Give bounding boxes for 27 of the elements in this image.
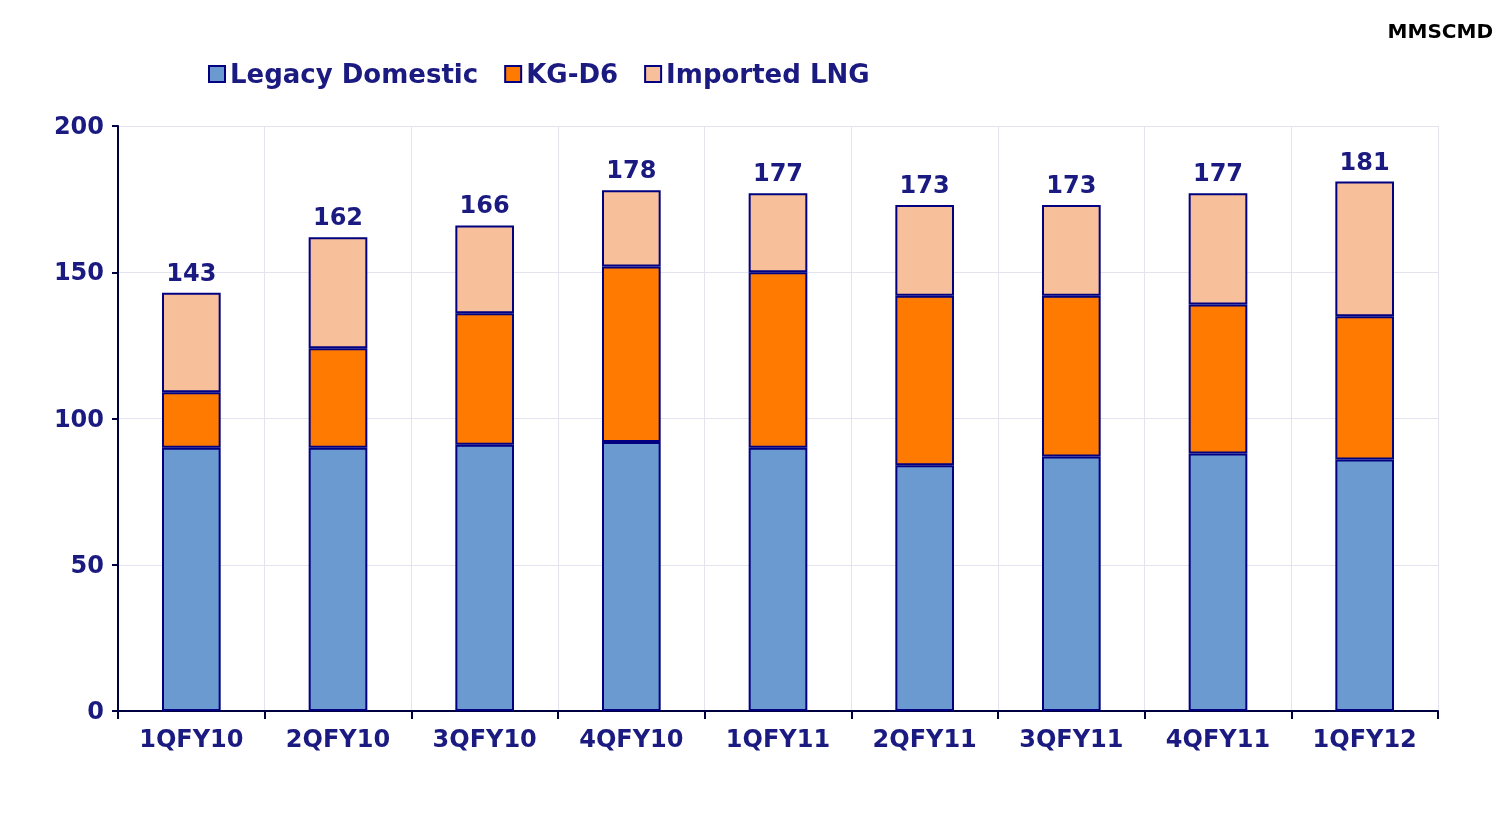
- x-tick-label: 4QFY11: [1165, 725, 1271, 753]
- x-tick-label: 4QFY10: [579, 725, 684, 753]
- total-label: 166: [459, 191, 510, 220]
- y-tick-label: 0: [87, 697, 104, 725]
- x-tick-label: 1QFY12: [1312, 725, 1417, 753]
- legend-label: KG-D6: [526, 59, 619, 89]
- total-label: 162: [312, 203, 364, 232]
- x-tick-label: 3QFY11: [1019, 725, 1124, 753]
- total-label: 143: [166, 258, 217, 287]
- y-tick-label: 200: [53, 112, 104, 140]
- x-tick-label: 2QFY10: [285, 725, 391, 753]
- total-label: 178: [606, 156, 657, 185]
- y-axis-title: MMSCMD: [1387, 19, 1493, 43]
- x-tick-label: 1QFY11: [725, 725, 831, 753]
- total-label: 177: [752, 159, 804, 188]
- y-tick-label: 50: [70, 550, 104, 579]
- legend-label: Imported LNG: [666, 59, 870, 89]
- total-label: 181: [1339, 147, 1390, 176]
- total-label: 173: [1046, 170, 1097, 199]
- legend-label: Legacy Domestic: [230, 59, 479, 89]
- x-tick-label: 2QFY11: [872, 725, 977, 753]
- x-tick-label: 1QFY10: [139, 725, 244, 753]
- y-tick-label: 100: [53, 404, 104, 433]
- x-tick-label: 3QFY10: [432, 725, 537, 753]
- total-label: 177: [1192, 159, 1244, 188]
- total-label: 173: [899, 170, 950, 199]
- y-tick-label: 150: [53, 258, 104, 287]
